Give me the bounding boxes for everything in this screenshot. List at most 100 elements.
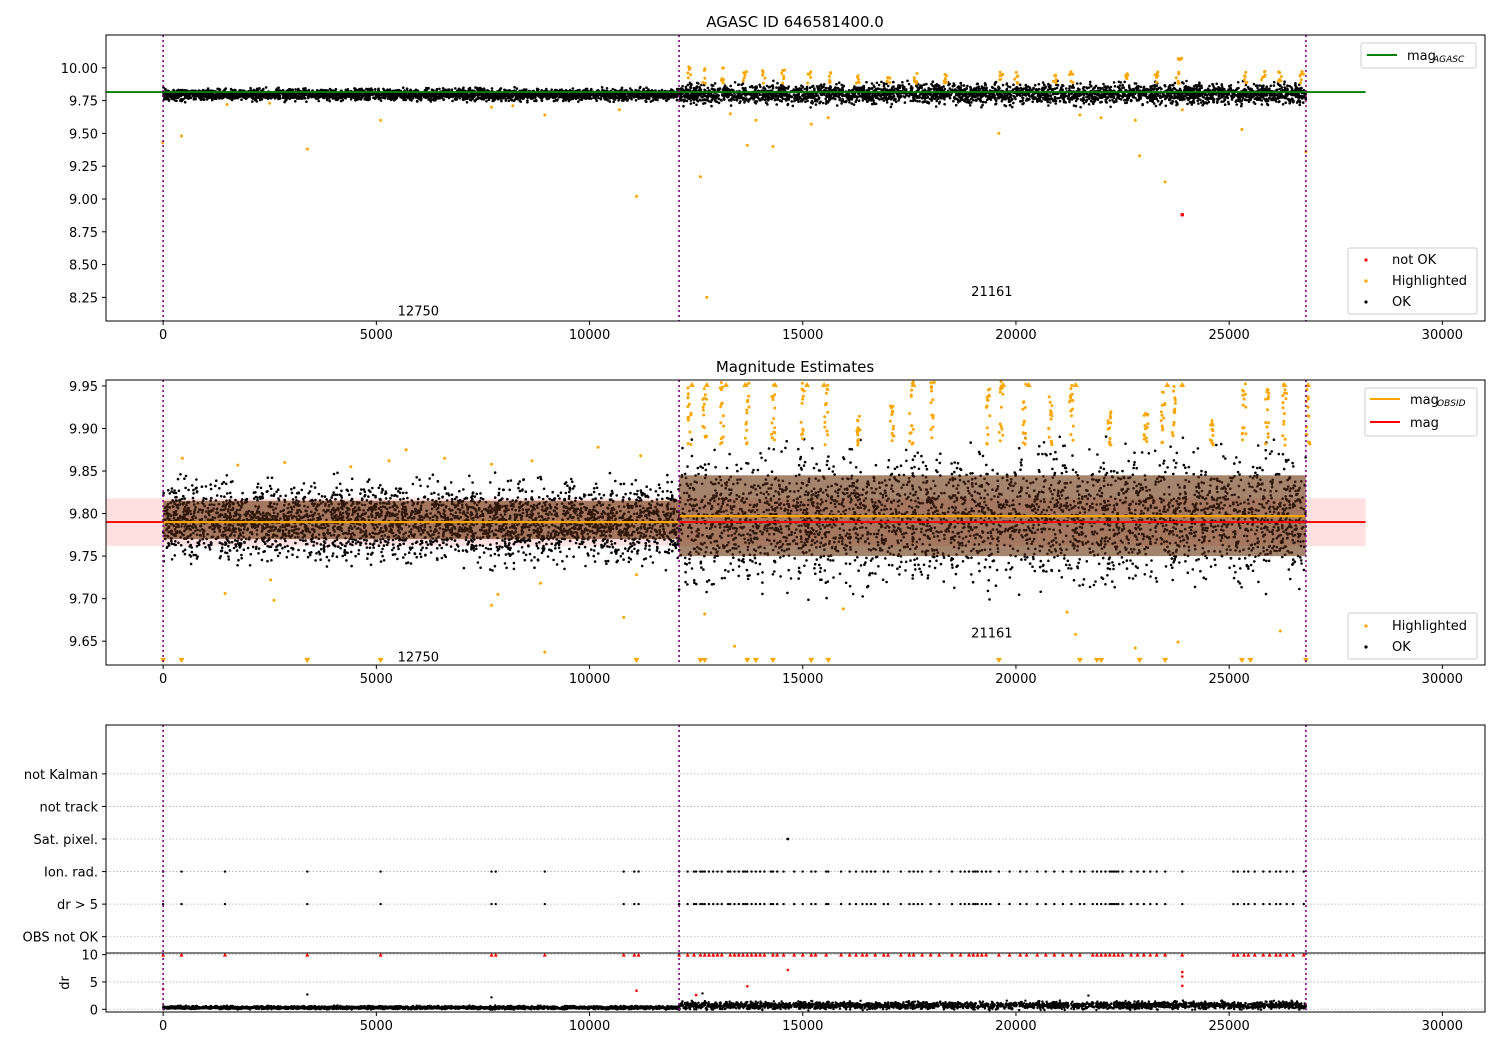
ok-point [405,87,409,90]
ok-point [1197,102,1200,105]
ok-point [500,95,504,98]
ok-point [641,93,645,97]
ok-point [409,98,412,101]
ok-point [499,87,503,90]
ok-point [1079,82,1082,85]
ok-point [1265,102,1269,106]
ok-point [481,97,485,100]
ok-point [835,104,839,107]
ok-point [487,98,491,101]
ok-point [1298,103,1301,107]
ok-point [409,96,412,99]
ok-point [297,87,300,91]
ok-point [539,94,542,98]
ok-point [181,98,185,101]
ok-point [592,94,596,97]
ok-point [454,87,457,90]
ok-point [545,97,549,101]
ok-point [541,94,544,98]
ok-point [1108,99,1111,102]
ok-point [562,95,565,98]
ok-point [503,88,506,92]
ok-point [605,87,609,90]
ok-point [200,93,204,96]
ok-point [377,87,380,91]
ok-point [610,95,614,99]
ok-point [635,95,639,98]
ok-point [551,96,555,100]
ok-point [516,94,519,98]
ok-point [791,104,795,108]
ok-point [315,97,318,101]
ok-point [307,88,311,92]
ok-point [818,101,821,105]
ok-point [183,100,187,104]
ok-point [686,83,690,87]
ok-point [1012,94,1015,98]
ok-point [890,102,894,106]
ok-point [360,96,363,99]
ok-point [249,93,252,96]
ok-point [486,89,489,92]
ok-point [772,79,775,83]
ok-point [1096,86,1100,90]
ok-point [889,105,893,109]
ok-point [450,94,454,98]
ok-point [1041,81,1045,84]
ok-point [240,98,243,101]
ok-point [485,93,488,97]
ok-point [506,93,510,97]
ok-point [1197,96,1200,100]
ok-point [513,85,516,89]
ok-point [325,97,329,101]
ok-point [837,81,841,84]
ok-point [736,83,740,87]
ok-point [272,94,276,97]
ok-point [612,100,615,103]
ok-point [1018,83,1022,87]
ok-point [206,87,210,90]
ok-point [417,93,420,96]
ok-point [1181,81,1184,84]
ok-point [603,97,606,100]
ok-point [453,97,457,101]
ok-point [405,95,409,99]
ok-point [482,87,486,90]
ok-point [801,85,805,89]
ok-point [291,96,295,99]
ok-point [446,88,449,92]
ok-point [673,95,677,98]
ok-point [813,87,816,90]
ok-point [321,96,325,99]
ok-point [596,94,599,98]
ok-point [567,99,571,103]
ok-point [265,95,268,99]
ok-point [319,93,323,97]
ok-point [909,99,912,103]
ok-point [1121,83,1124,87]
ok-point [186,96,190,99]
ok-point [634,93,637,96]
ok-point [229,87,233,91]
ok-point [470,96,473,99]
ok-point [264,92,267,96]
ok-point [508,95,512,99]
ok-point [740,83,743,87]
ok-point [206,97,209,100]
ok-point [251,100,254,103]
ok-point [258,87,261,90]
ok-point [1037,82,1041,86]
ok-point [613,98,617,101]
ok-point [706,86,710,90]
ok-point [284,96,288,99]
ok-point [171,94,174,97]
ok-point [355,88,359,92]
ok-point [600,94,604,97]
ok-point [870,82,874,85]
ok-point [931,80,935,83]
ok-point [578,93,582,97]
ok-point [339,94,342,97]
ok-point [555,99,559,102]
ok-point [506,96,510,100]
ok-point [824,86,828,90]
